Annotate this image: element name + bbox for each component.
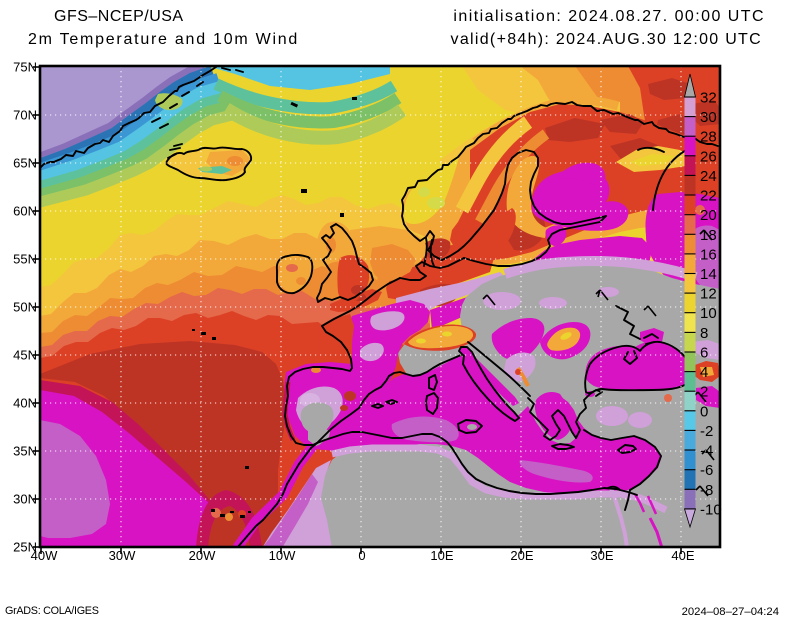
svg-text:70N: 70N [13,108,37,123]
svg-text:-10: -10 [700,501,722,518]
svg-text:12: 12 [700,286,717,303]
svg-text:20W: 20W [189,548,216,563]
svg-text:20E: 20E [510,548,533,563]
svg-text:50N: 50N [13,300,37,315]
svg-text:8: 8 [700,325,708,342]
svg-text:-6: -6 [700,462,713,479]
svg-text:GFS–NCEP/USA: GFS–NCEP/USA [54,8,184,25]
svg-text:35N: 35N [13,444,37,459]
svg-text:30E: 30E [590,548,613,563]
svg-text:28: 28 [700,129,717,146]
svg-text:initialisation: 2024.08.27. 00: initialisation: 2024.08.27. 00:00 UTC [453,8,765,25]
svg-text:22: 22 [700,188,717,205]
svg-text:30W: 30W [109,548,136,563]
svg-text:GrADS: COLA/IGES: GrADS: COLA/IGES [5,605,99,617]
svg-text:65N: 65N [13,156,37,171]
svg-text:18: 18 [700,227,717,244]
svg-text:24: 24 [700,168,717,185]
svg-text:2024–08–27–04:24: 2024–08–27–04:24 [682,606,779,618]
svg-text:40W: 40W [31,548,58,563]
svg-text:26: 26 [700,148,717,165]
svg-text:20: 20 [700,207,717,224]
svg-text:-8: -8 [700,482,713,499]
svg-text:32: 32 [700,90,717,107]
svg-text:55N: 55N [13,252,37,267]
svg-text:2: 2 [700,384,708,401]
svg-text:4: 4 [700,364,708,381]
svg-text:40N: 40N [13,396,37,411]
svg-text:10: 10 [700,305,717,322]
svg-text:25N: 25N [13,540,37,555]
svg-text:60N: 60N [13,204,37,219]
svg-text:40E: 40E [671,548,694,563]
svg-text:10E: 10E [430,548,453,563]
svg-text:0: 0 [358,548,365,563]
svg-text:2m Temperature and 10m Wind: 2m Temperature and 10m Wind [28,31,299,48]
svg-text:0: 0 [700,403,708,420]
svg-text:75N: 75N [13,60,37,75]
svg-text:16: 16 [700,246,717,263]
svg-text:-4: -4 [700,443,713,460]
svg-text:valid(+84h): 2024.AUG.30 12:00: valid(+84h): 2024.AUG.30 12:00 UTC [451,31,762,48]
svg-text:14: 14 [700,266,717,283]
svg-text:10W: 10W [269,548,296,563]
svg-text:-2: -2 [700,423,713,440]
svg-text:6: 6 [700,345,708,362]
svg-text:30: 30 [700,109,717,126]
svg-text:30N: 30N [13,492,37,507]
svg-text:45N: 45N [13,348,37,363]
